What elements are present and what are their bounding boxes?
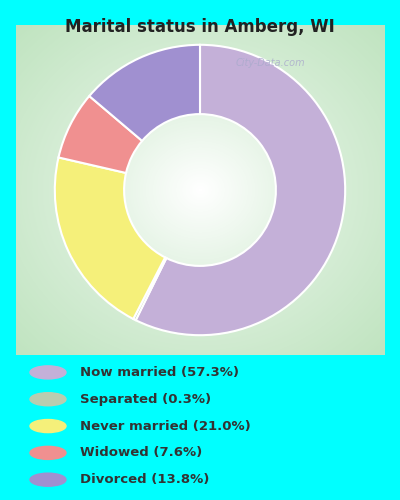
Text: City-Data.com: City-Data.com [236, 58, 306, 68]
Circle shape [30, 420, 66, 432]
Wedge shape [133, 258, 166, 320]
Wedge shape [58, 96, 142, 173]
Circle shape [30, 473, 66, 486]
Text: Never married (21.0%): Never married (21.0%) [80, 420, 251, 432]
Wedge shape [136, 45, 345, 335]
Text: Now married (57.3%): Now married (57.3%) [80, 366, 239, 379]
Circle shape [30, 366, 66, 379]
Text: Widowed (7.6%): Widowed (7.6%) [80, 446, 202, 460]
Text: Divorced (13.8%): Divorced (13.8%) [80, 473, 209, 486]
Circle shape [30, 446, 66, 460]
Circle shape [30, 392, 66, 406]
Text: Separated (0.3%): Separated (0.3%) [80, 392, 211, 406]
Text: Marital status in Amberg, WI: Marital status in Amberg, WI [65, 18, 335, 36]
Wedge shape [89, 45, 200, 141]
Wedge shape [55, 158, 165, 319]
